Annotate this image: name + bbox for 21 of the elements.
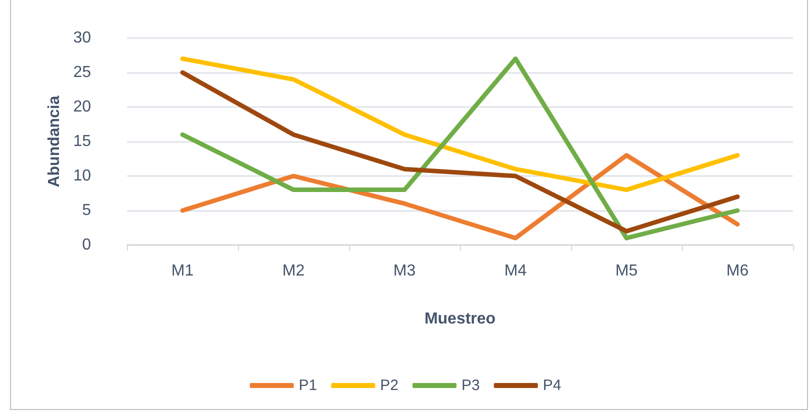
y-tick-label: 5 [82,202,92,219]
x-tick-label: M6 [726,262,749,280]
line-series [180,153,740,240]
legend-label: P1 [298,377,318,394]
x-axis-title: Muestreo [424,310,496,328]
y-tick-label: 15 [73,133,92,150]
legend-label: P2 [380,377,399,394]
y-tick-label: 0 [82,236,92,254]
x-tick-label: M3 [393,262,416,280]
x-tick-label: M2 [282,262,305,280]
x-tick-label: M4 [504,262,527,280]
y-tick-label: 10 [73,168,92,184]
y-axis-title: Abundancia [46,96,63,188]
x-tick-label: M1 [171,262,194,280]
legend-label: P3 [462,377,480,394]
y-tick-label: 20 [73,98,92,116]
y-tick-label: 30 [73,30,92,46]
legend-label: P4 [542,377,562,394]
y-tick-label: 25 [73,64,92,81]
x-tick-label: M5 [615,262,638,280]
line-series [180,56,740,192]
